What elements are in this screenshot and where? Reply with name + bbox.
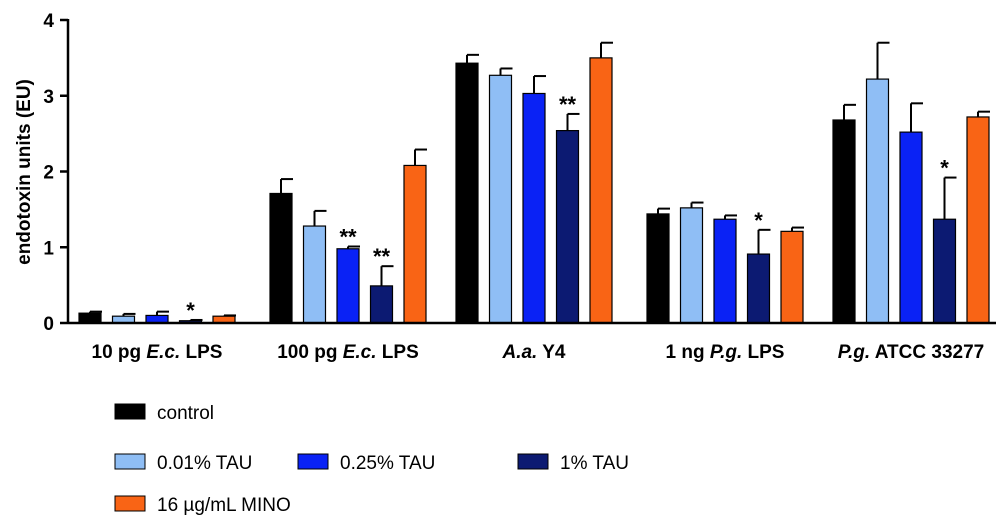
legend-label: 1% TAU bbox=[560, 453, 629, 474]
bar bbox=[336, 248, 360, 324]
bar-group: ** ** bbox=[269, 148, 427, 324]
significance-marker: * bbox=[754, 208, 763, 233]
bar bbox=[780, 230, 804, 324]
x-axis: 10 pg E.c. LPS 100 pg E.c. LPS A.a. Y4 1 ng… bbox=[68, 321, 996, 363]
bar-group: ** bbox=[455, 41, 613, 324]
bars: ********* bbox=[78, 41, 990, 324]
bar bbox=[713, 218, 737, 324]
bar-group: * bbox=[646, 201, 804, 324]
y-tick-label: 3 bbox=[43, 87, 54, 108]
legend-item: 0.01% TAU bbox=[114, 453, 252, 474]
y-axis: 0 1 2 3 4 bbox=[43, 11, 70, 335]
legend-item: 1% TAU bbox=[517, 453, 629, 474]
bar bbox=[403, 164, 427, 324]
x-tick-label: 100 pg E.c. LPS bbox=[277, 342, 419, 363]
x-tick-label: 1 ng P.g. LPS bbox=[666, 342, 785, 363]
legend-swatch bbox=[517, 453, 549, 470]
legend-swatch bbox=[114, 453, 146, 470]
legend-swatch bbox=[297, 453, 329, 470]
bar bbox=[932, 218, 957, 324]
bar bbox=[78, 312, 102, 324]
x-tick-label: 10 pg E.c. LPS bbox=[92, 342, 223, 363]
legend: control 0.01% TAU 0.25% TAU 1% TAU 16 µg/mL … bbox=[114, 403, 629, 516]
significance-marker: ** bbox=[373, 244, 391, 269]
bar bbox=[488, 74, 513, 324]
bar bbox=[455, 62, 479, 324]
bar bbox=[302, 225, 327, 324]
bar bbox=[899, 131, 923, 324]
legend-item: control bbox=[114, 403, 214, 424]
bar bbox=[679, 207, 704, 324]
legend-label: control bbox=[157, 403, 214, 424]
bar bbox=[522, 92, 546, 324]
y-tick-label: 1 bbox=[43, 238, 54, 259]
bar bbox=[269, 192, 293, 324]
significance-marker: * bbox=[940, 156, 949, 181]
bar bbox=[589, 57, 613, 324]
y-tick-label: 0 bbox=[43, 314, 54, 335]
legend-label: 0.25% TAU bbox=[340, 453, 435, 474]
significance-marker: ** bbox=[339, 224, 357, 249]
legend-label: 16 µg/mL MINO bbox=[157, 495, 291, 516]
y-tick-label: 2 bbox=[43, 163, 54, 184]
bar bbox=[865, 78, 890, 324]
y-tick-label: 4 bbox=[43, 11, 54, 32]
legend-swatch bbox=[114, 403, 146, 420]
legend-label: 0.01% TAU bbox=[157, 453, 252, 474]
bar-group: * bbox=[78, 298, 236, 324]
bar bbox=[746, 253, 771, 324]
y-axis-label: endotoxin units (EU) bbox=[14, 79, 35, 265]
legend-item: 16 µg/mL MINO bbox=[114, 495, 291, 516]
bar-group: * bbox=[832, 41, 990, 324]
significance-marker: * bbox=[186, 298, 195, 323]
legend-item: 0.25% TAU bbox=[297, 453, 435, 474]
bar bbox=[555, 129, 580, 324]
significance-marker: ** bbox=[559, 92, 577, 117]
bar bbox=[832, 119, 856, 324]
x-tick-label: A.a. Y4 bbox=[501, 342, 565, 363]
bar bbox=[646, 213, 670, 324]
bar bbox=[966, 116, 990, 324]
legend-swatch bbox=[114, 495, 146, 512]
x-tick-label: P.g. ATCC 33277 bbox=[838, 342, 984, 363]
bar bbox=[369, 285, 394, 324]
